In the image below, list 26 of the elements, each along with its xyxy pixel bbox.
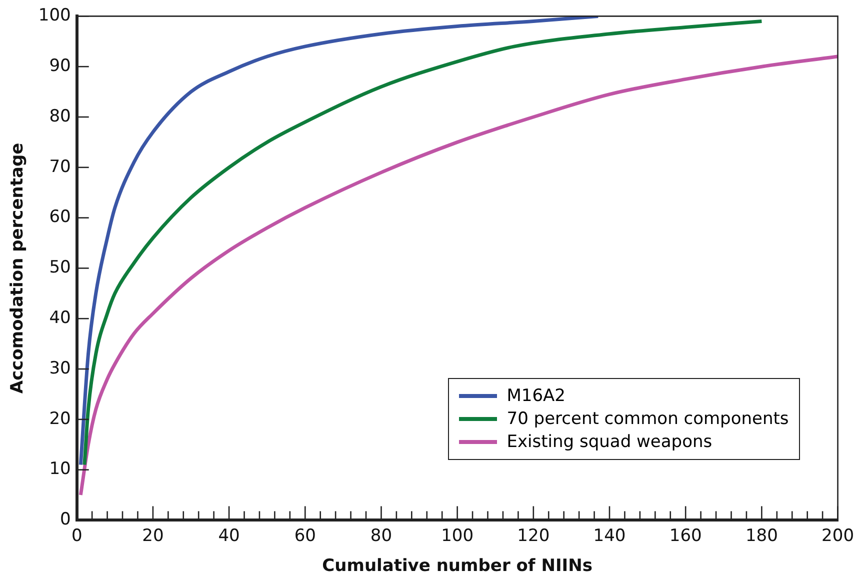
- x-tick-label: 80: [370, 526, 392, 546]
- y-tick-label: 50: [49, 258, 71, 278]
- y-tick-label: 40: [49, 308, 71, 328]
- y-tick-label: 20: [49, 408, 71, 429]
- y-tick-label: 0: [60, 510, 71, 530]
- y-tick-label: 70: [49, 156, 71, 177]
- x-tick-label: 140: [593, 526, 626, 546]
- x-tick-label: 20: [142, 526, 164, 546]
- y-tick-label: 30: [49, 358, 71, 378]
- legend-label: Existing squad weapons: [506, 432, 712, 452]
- y-tick-label: 80: [49, 106, 71, 126]
- y-tick-label: 90: [49, 56, 71, 76]
- x-tick-label: 120: [517, 526, 550, 546]
- x-tick-label: 40: [218, 526, 240, 546]
- x-tick-label: 60: [294, 526, 316, 546]
- legend-label: 70 percent common components: [506, 409, 789, 430]
- y-axis-title: Accomodation percentage: [8, 142, 28, 394]
- x-axis-title: Cumulative number of NIINs: [322, 556, 592, 576]
- legend-label: M16A2: [506, 386, 566, 406]
- x-tick-label: 160: [669, 526, 702, 546]
- y-tick-label: 60: [49, 207, 71, 228]
- x-tick-label: 180: [745, 526, 778, 546]
- y-tick-label: 10: [49, 459, 71, 480]
- x-tick-label: 200: [822, 526, 854, 546]
- x-tick-label: 100: [441, 526, 474, 546]
- y-tick-label: 100: [38, 6, 71, 26]
